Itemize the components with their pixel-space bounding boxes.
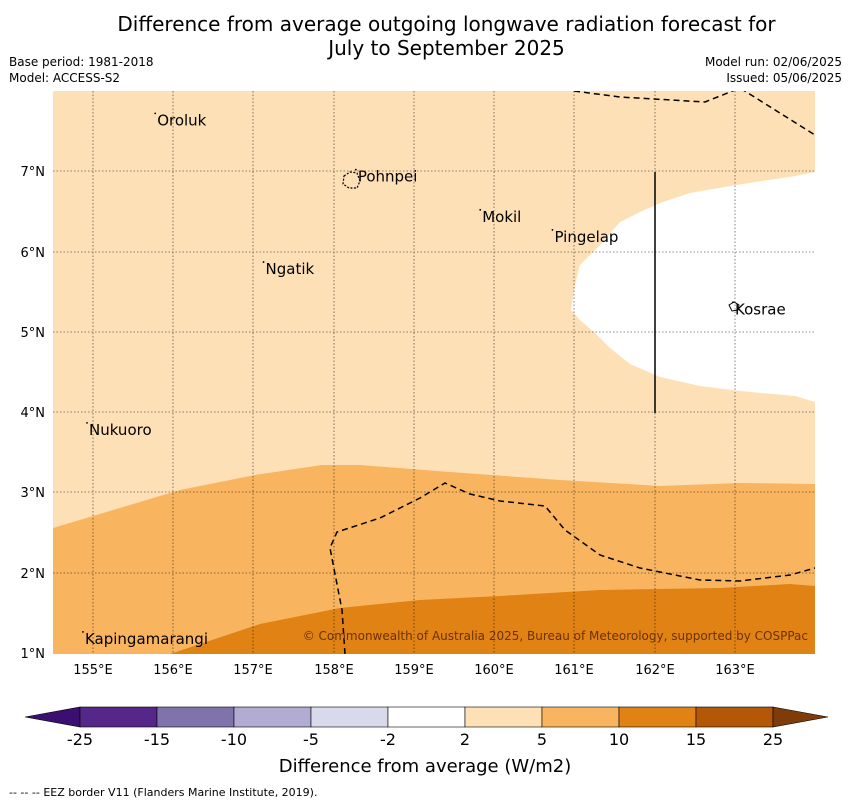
colorbar-segment: [387, 706, 466, 728]
colorbar-label: Difference from average (W/m2): [279, 756, 571, 777]
title-line-2: July to September 2025: [328, 36, 565, 60]
model-run: Model run: 02/06/2025: [704, 55, 842, 69]
island-marker: [154, 112, 157, 115]
colorbar-tick: -5: [303, 730, 319, 749]
eez-legend-text: EEZ border V11 (Flanders Marine Institut…: [43, 786, 318, 799]
colorbar: -25 -15 -10 -5 -2 2 5 10 15 25: [24, 706, 829, 749]
issued-date: Issued: 05/06/2025: [726, 71, 842, 85]
colorbar-segment: [79, 706, 158, 728]
title-line-1: Difference from average outgoing longwav…: [117, 12, 776, 36]
place-label: Pingelap: [554, 228, 618, 246]
island-marker: [732, 301, 734, 304]
colorbar-segment: [464, 706, 543, 728]
place-label: Kosrae: [735, 300, 786, 318]
island-marker: [82, 631, 84, 633]
lon-tick: 158°E: [314, 663, 354, 678]
x-axis-ticks: 155°E 156°E 157°E 158°E 159°E 160°E 161°…: [73, 663, 755, 678]
colorbar-arrow-high: [772, 706, 829, 728]
colorbar-segment: [310, 706, 389, 728]
meta-right: Model run: 02/06/2025 Issued: 05/06/2025: [705, 54, 842, 86]
meta-left: Base period: 1981-2018 Model: ACCESS-S2: [9, 54, 154, 86]
lon-tick: 161°E: [554, 663, 594, 678]
lat-tick: 7°N: [21, 165, 46, 180]
lon-tick: 155°E: [73, 663, 113, 678]
lon-tick: 160°E: [474, 663, 514, 678]
lon-tick: 157°E: [233, 663, 273, 678]
place-label: Kapingamarangi: [85, 630, 208, 648]
chart-title: Difference from average outgoing longwav…: [0, 12, 850, 60]
colorbar-tick: 15: [686, 730, 706, 749]
colorbar-segment: [541, 706, 620, 728]
model-name: Model: ACCESS-S2: [9, 71, 121, 85]
lat-tick: 3°N: [21, 486, 46, 501]
colorbar-tick: 10: [609, 730, 629, 749]
island-marker: [86, 421, 88, 424]
lat-tick: 1°N: [21, 647, 46, 662]
colorbar-tick: -15: [144, 730, 170, 749]
island-marker: [262, 261, 265, 263]
lon-tick: 159°E: [394, 663, 434, 678]
lat-tick: 5°N: [21, 326, 46, 341]
eez-borders: [329, 91, 815, 654]
copyright-text: © Commonwealth of Australia 2025, Bureau…: [303, 629, 808, 643]
lat-tick: 2°N: [21, 567, 46, 582]
place-label: Oroluk: [157, 111, 206, 129]
colorbar-tick: -2: [380, 730, 396, 749]
island-marker: [551, 229, 554, 231]
pohnpei-island-outline: [342, 171, 361, 189]
colorbar-segment: [156, 706, 235, 728]
colorbar-segment: [233, 706, 312, 728]
lon-tick: 162°E: [635, 663, 675, 678]
colorbar-tick: -10: [221, 730, 247, 749]
place-labels: Oroluk Pohnpei Mokil Pingelap Ngatik Kosrae Nu…: [82, 111, 786, 648]
place-label: Nukuoro: [89, 421, 152, 439]
graticule: [53, 91, 815, 654]
map-field: Oroluk Pohnpei Mokil Pingelap Ngatik Kosrae Nu…: [53, 91, 815, 654]
place-label: Mokil: [482, 208, 521, 226]
island-marker: [479, 208, 482, 211]
lat-tick: 4°N: [21, 406, 46, 421]
colorbar-arrow-low: [24, 706, 81, 728]
colorbar-tick: 25: [763, 730, 783, 749]
place-label: Ngatik: [266, 260, 315, 278]
eez-legend-symbol: -- -- --: [9, 786, 40, 799]
lon-tick: 163°E: [715, 663, 755, 678]
colorbar-segment: [618, 706, 697, 728]
colorbar-tick: 2: [460, 730, 470, 749]
base-period: Base period: 1981-2018: [9, 55, 154, 69]
lon-tick: 156°E: [153, 663, 193, 678]
colorbar-tick: 5: [537, 730, 547, 749]
colorbar-tick: -25: [67, 730, 93, 749]
band-minus2-to-2: [571, 172, 815, 402]
place-label: Pohnpei: [358, 168, 418, 186]
legend-footer: -- -- -- EEZ border V11 (Flanders Marine…: [9, 786, 317, 799]
colorbar-segment: [695, 706, 774, 728]
lat-tick: 6°N: [21, 246, 46, 261]
y-axis-ticks: 7°N 6°N 5°N 4°N 3°N 2°N 1°N: [21, 165, 46, 662]
island-marker: [354, 168, 357, 171]
band-10-to-15: [170, 584, 815, 654]
